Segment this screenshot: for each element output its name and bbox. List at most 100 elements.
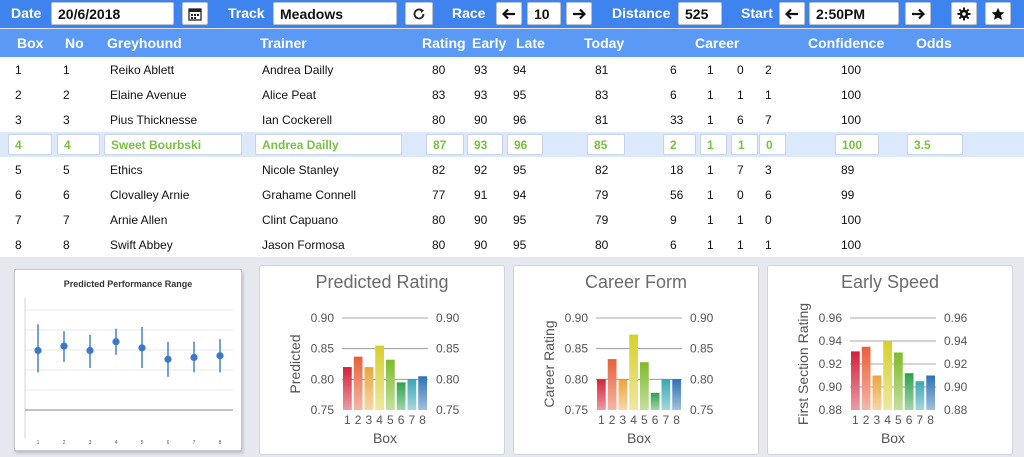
y-tick-label-right: 0.80 xyxy=(690,372,714,386)
y-tick-label-right: 0.75 xyxy=(690,403,714,417)
x-tick-label: 8 xyxy=(219,440,222,446)
x-tick-label: 3 xyxy=(874,413,881,427)
greyhound-field[interactable]: Sweet Bourbski xyxy=(104,134,242,155)
career-seconds-cell: 1 xyxy=(737,213,744,227)
rating-cell: 77 xyxy=(432,188,446,202)
x-tick-label: 6 xyxy=(398,413,405,427)
box-cell: 1 xyxy=(15,63,22,77)
header-no[interactable]: No xyxy=(65,35,84,51)
confidence-field[interactable]: 100 xyxy=(835,134,879,155)
bar xyxy=(640,362,649,410)
date-field[interactable]: 20/6/2018 xyxy=(51,2,174,25)
y-tick-label-right: 0.90 xyxy=(690,311,714,325)
early-speed-chart: 0.96 0.96 0.94 0.94 0.92 0.92 0.90 0.90 0.88 0.88… xyxy=(795,303,968,446)
performance-range-title: Predicted Performance Range xyxy=(63,279,193,289)
late-cell: 95 xyxy=(513,163,527,177)
confidence-cell: 100 xyxy=(841,88,862,102)
bar xyxy=(650,392,660,410)
career-wins-cell: 1 xyxy=(707,63,714,77)
trainer-field[interactable]: Andrea Dailly xyxy=(255,134,402,155)
header-career[interactable]: Career xyxy=(695,35,740,51)
table-row[interactable]: 3 3 Pius Thicknesse Ian Cockerell 80 90 … xyxy=(0,107,1024,132)
career-starts-cell: 6 xyxy=(670,63,677,77)
rating-field[interactable]: 87 xyxy=(426,134,464,155)
header-trainer[interactable]: Trainer xyxy=(260,35,307,51)
header-rating[interactable]: Rating xyxy=(422,35,466,51)
header-greyhound[interactable]: Greyhound xyxy=(107,35,182,51)
distance-field[interactable]: 525 xyxy=(678,2,722,25)
table-row[interactable]: 2 2 Elaine Avenue Alice Peat 83 93 95 83… xyxy=(0,82,1024,107)
x-tick-label: 6 xyxy=(906,413,913,427)
start-prev-button[interactable] xyxy=(779,2,805,25)
career-thirds-cell: 7 xyxy=(765,113,772,127)
no-cell: 1 xyxy=(63,63,70,77)
career-seconds-field[interactable]: 1 xyxy=(731,134,758,155)
no-cell: 2 xyxy=(63,88,70,102)
career-seconds-cell: 1 xyxy=(737,238,744,252)
late-field[interactable]: 96 xyxy=(507,134,543,155)
early-field[interactable]: 93 xyxy=(467,134,503,155)
bar xyxy=(597,379,606,410)
table-row[interactable]: 8 8 Swift Abbey Jason Formosa 80 90 95 8… xyxy=(0,232,1024,257)
table-row[interactable]: 1 1 Reiko Ablett Andrea Dailly 80 93 94 … xyxy=(0,57,1024,82)
table-row[interactable]: 6 6 Clovalley Arnie Grahame Connell 77 9… xyxy=(0,182,1024,207)
career-thirds-field[interactable]: 0 xyxy=(759,134,786,155)
race-prev-button[interactable] xyxy=(496,2,522,25)
x-tick-label: 2 xyxy=(63,440,66,446)
x-axis-label: Box xyxy=(881,430,905,446)
race-next-button[interactable] xyxy=(566,2,592,25)
refresh-button[interactable] xyxy=(405,2,433,25)
settings-button[interactable] xyxy=(951,2,977,25)
today-cell: 79 xyxy=(595,188,609,202)
box-field[interactable]: 4 xyxy=(8,134,52,155)
early-speed-title: Early Speed xyxy=(840,272,940,292)
start-time-field[interactable]: 2:50PM xyxy=(809,2,899,25)
rating-cell: 80 xyxy=(432,63,446,77)
box-cell: 7 xyxy=(15,213,22,227)
career-starts-field[interactable]: 2 xyxy=(663,134,696,155)
y-tick-label-right: 0.94 xyxy=(944,334,968,348)
career-wins-cell: 1 xyxy=(707,238,714,252)
career-wins-field[interactable]: 1 xyxy=(700,134,727,155)
selected-table-row[interactable]: 4 4 Sweet Bourbski Andrea Dailly 87 93 9… xyxy=(0,132,1024,157)
y-tick-label-right: 0.90 xyxy=(436,311,460,325)
y-tick-label: 0.85 xyxy=(311,342,335,356)
star-icon xyxy=(991,7,1005,20)
start-next-button[interactable] xyxy=(905,2,931,25)
calendar-button[interactable] xyxy=(182,2,208,25)
career-seconds-cell: 6 xyxy=(737,113,744,127)
header-today[interactable]: Today xyxy=(584,35,625,51)
header-box[interactable]: Box xyxy=(17,35,44,51)
today-cell: 81 xyxy=(595,63,609,77)
x-tick-label: 1 xyxy=(344,413,351,427)
header-confidence[interactable]: Confidence xyxy=(808,35,885,51)
confidence-cell: 100 xyxy=(841,63,862,77)
y-tick-label: 0.85 xyxy=(565,342,589,356)
x-tick-label: 3 xyxy=(366,413,373,427)
table-row[interactable]: 5 5 Ethics Nicole Stanley 82 92 95 82 18… xyxy=(0,157,1024,182)
header-odds[interactable]: Odds xyxy=(916,35,952,51)
y-tick-label: 0.80 xyxy=(565,372,589,386)
career-thirds-cell: 0 xyxy=(765,213,772,227)
track-field[interactable]: Meadows xyxy=(273,2,397,25)
x-tick-label: 8 xyxy=(927,413,934,427)
table-row[interactable]: 7 7 Arnie Allen Clint Capuano 80 90 95 7… xyxy=(0,207,1024,232)
favorite-button[interactable] xyxy=(985,2,1011,25)
race-label: Race xyxy=(452,5,486,21)
career-seconds-cell: 1 xyxy=(737,88,744,102)
header-early[interactable]: Early xyxy=(472,35,507,51)
today-field[interactable]: 85 xyxy=(587,134,625,155)
race-field[interactable]: 10 xyxy=(527,2,561,25)
bar xyxy=(926,375,935,410)
trainer-cell: Alice Peat xyxy=(262,88,317,102)
y-tick-label: 0.90 xyxy=(819,380,843,394)
refresh-icon xyxy=(413,8,425,19)
bar xyxy=(407,379,417,410)
x-tick-label: 4 xyxy=(630,413,637,427)
no-field[interactable]: 4 xyxy=(57,134,100,155)
date-label: Date xyxy=(11,5,42,21)
header-late[interactable]: Late xyxy=(516,35,545,51)
x-tick-label: 2 xyxy=(355,413,362,427)
x-tick-label: 5 xyxy=(895,413,902,427)
odds-field[interactable]: 3.5 xyxy=(907,134,963,155)
